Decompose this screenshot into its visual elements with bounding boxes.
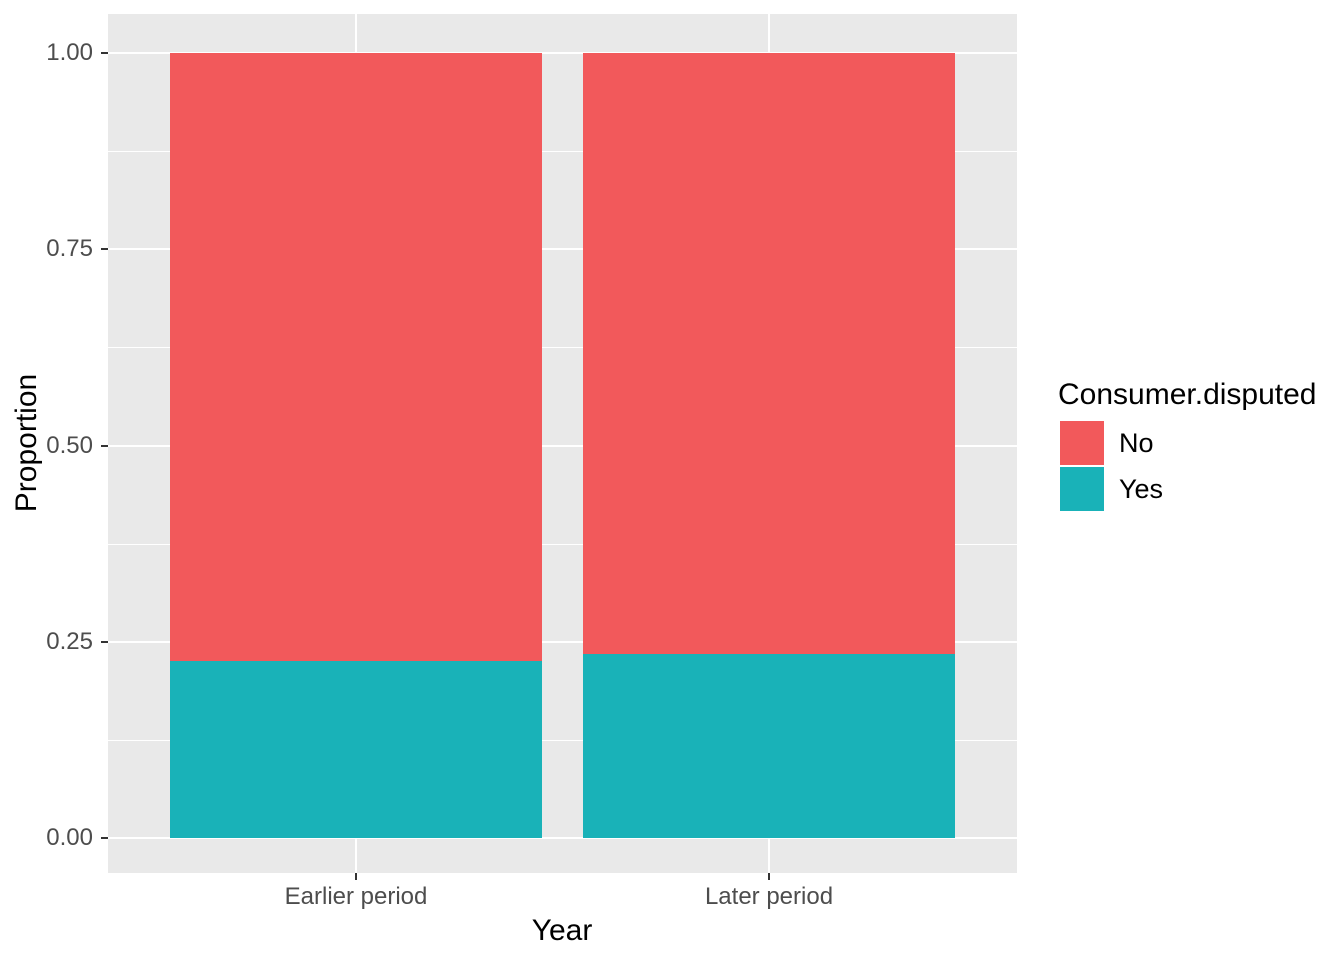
x-tick-mark	[355, 873, 357, 880]
bar-segment-no	[170, 53, 542, 661]
y-tick-label: 0.25	[46, 627, 93, 655]
gridline-horizontal-minor	[108, 544, 1017, 545]
legend-label-no: No	[1119, 428, 1154, 458]
y-tick-mark	[101, 837, 108, 839]
y-tick-label: 0.00	[46, 824, 93, 851]
legend-swatch-yes-icon	[1060, 467, 1104, 511]
x-tick-label: Earlier period	[284, 883, 428, 910]
gridline-horizontal-major	[108, 837, 1017, 839]
bar-segment-no	[583, 53, 955, 654]
gridline-horizontal-major	[108, 52, 1017, 54]
y-axis-title: Proportion	[10, 373, 43, 513]
y-tick-label: 0.75	[46, 235, 93, 263]
gridline-horizontal-minor	[108, 740, 1017, 741]
y-tick-label: 1.00	[46, 39, 93, 66]
bar-segment-yes	[583, 654, 955, 838]
plot-panel	[108, 14, 1017, 873]
bar-earlier-period	[170, 53, 542, 838]
legend: Consumer.disputed No Yes	[1058, 378, 1317, 513]
bar-later-period	[583, 53, 955, 838]
legend-swatch-no-icon	[1060, 421, 1104, 465]
legend-label-yes: Yes	[1119, 474, 1164, 504]
y-tick-mark	[101, 52, 108, 54]
legend-key-yes: Yes	[1060, 467, 1317, 511]
legend-title: Consumer.disputed	[1058, 378, 1317, 411]
legend-key-no: No	[1060, 421, 1317, 465]
gridline-horizontal-minor	[108, 347, 1017, 348]
bar-segment-yes	[170, 661, 542, 838]
x-tick-label: Later period	[704, 883, 834, 910]
y-tick-label: 0.50	[46, 431, 93, 459]
x-tick-mark	[768, 873, 770, 880]
x-axis-title: Year	[531, 914, 593, 947]
y-tick-mark	[101, 640, 108, 643]
gridline-horizontal-minor	[108, 151, 1017, 152]
y-tick-mark	[101, 248, 108, 251]
gridline-horizontal-major	[108, 640, 1017, 643]
y-tick-mark	[101, 444, 108, 447]
gridline-horizontal-major	[108, 444, 1017, 447]
gridline-horizontal-major	[108, 248, 1017, 251]
